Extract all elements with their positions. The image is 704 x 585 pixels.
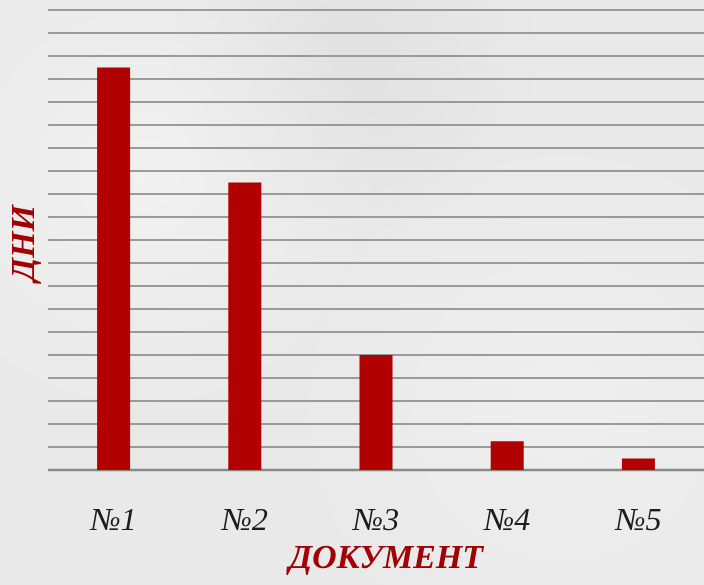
x-tick-label: №3 [352, 501, 399, 537]
bar-5 [621, 458, 655, 470]
bar-4 [490, 441, 524, 470]
x-tick-label: №2 [221, 501, 268, 537]
bars [97, 67, 655, 470]
x-axis-title: ДОКУМЕНТ [286, 539, 484, 576]
x-tick-labels: №1 №2 №3 №4 №5 [90, 501, 662, 537]
y-axis-title: ДНИ [5, 203, 42, 284]
bar-1 [97, 67, 131, 470]
bar-2 [228, 182, 262, 470]
x-tick-label: №5 [614, 501, 661, 537]
bar-3 [359, 355, 393, 470]
x-tick-label: №4 [483, 501, 530, 537]
gridlines [48, 9, 704, 472]
x-tick-label: №1 [90, 501, 137, 537]
